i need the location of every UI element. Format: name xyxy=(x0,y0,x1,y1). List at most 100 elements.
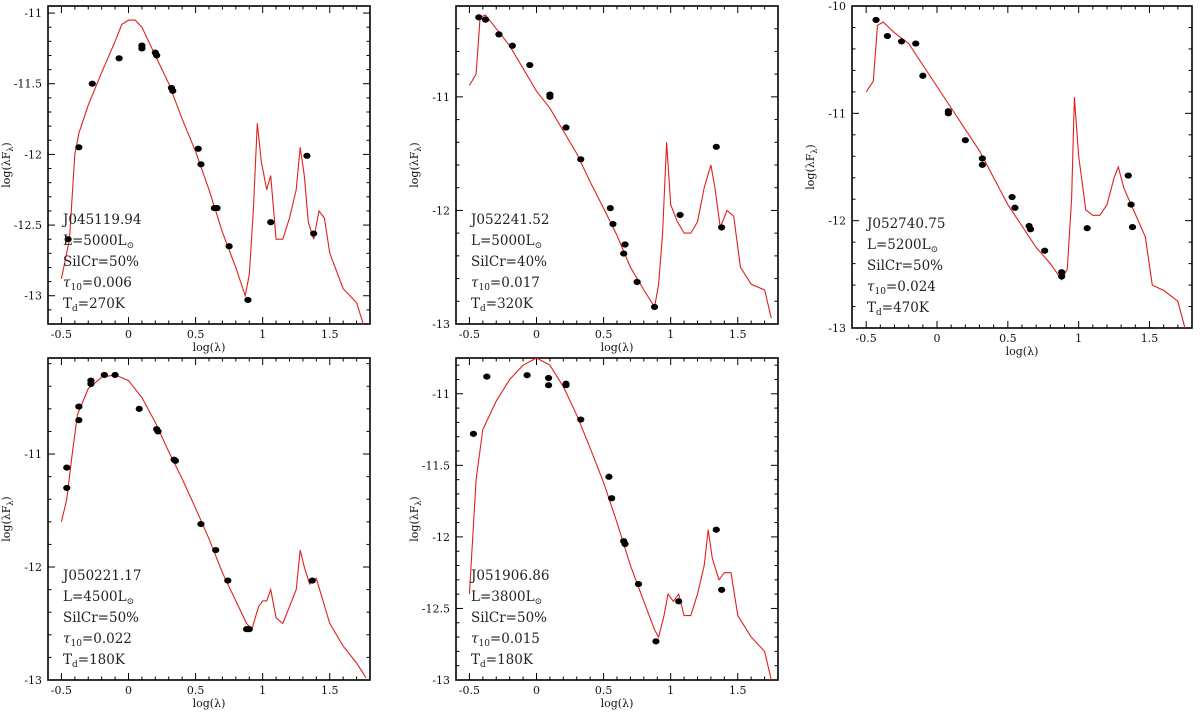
photometry-point xyxy=(1127,201,1135,208)
y-axis-label: log(λFλ) xyxy=(804,144,819,189)
photometry-point xyxy=(544,382,553,389)
luminosity-label: L=5000L⊙ xyxy=(471,233,542,251)
sed-panel-j045119-94: -0.5 0 0.5 1 1.5 -13 -12.5 -12 -11.5 -11 log(λ) log… xyxy=(0,5,371,354)
optical-depth-label: τ10=0.017 xyxy=(471,275,540,293)
x-tick-label: 1.5 xyxy=(729,328,747,341)
x-tick-label: -0.5 xyxy=(459,684,480,697)
photometry-point xyxy=(978,155,986,162)
y-tick-label: -11 xyxy=(432,91,450,104)
silicate-fraction-label: SilCr=40% xyxy=(471,254,547,270)
photometry-point xyxy=(1026,226,1035,233)
photometry-point xyxy=(634,581,643,588)
photometry-point xyxy=(523,372,531,379)
dust-temperature-label: Td=270K xyxy=(63,296,126,314)
photometry-point xyxy=(308,577,316,584)
photometry-point xyxy=(244,296,252,304)
photometry-point xyxy=(621,540,629,548)
x-tick-label: -0.5 xyxy=(51,328,72,341)
y-tick-label: -12 xyxy=(432,531,450,544)
y-tick-label: -13 xyxy=(24,290,42,303)
photometry-point xyxy=(64,236,72,243)
source-id-label: J045119.94 xyxy=(61,212,141,228)
photometry-point xyxy=(475,14,483,21)
x-tick-label: 0.5 xyxy=(999,332,1017,345)
photometry-point xyxy=(169,87,177,94)
x-tick-label: 0 xyxy=(125,684,132,697)
photometry-point xyxy=(1011,204,1019,211)
photometry-point xyxy=(75,403,83,410)
photometry-point xyxy=(912,40,920,47)
sed-panel-j051906-86: -0.5 0 0.5 1 1.5 -13 -12.5 -12 -11.5 -11 log(λ) log… xyxy=(408,357,779,710)
dust-temperature-label: Td=180K xyxy=(471,652,534,670)
sed-panel-j052241-52: -0.5 0 0.5 1 1.5 -13 -12 -11 log(λ) log(λFλ) J0522… xyxy=(408,5,779,354)
x-tick-label: 1.5 xyxy=(321,328,339,341)
photometry-point xyxy=(609,220,617,228)
silicate-fraction-label: SilCr=50% xyxy=(63,610,139,626)
photometry-point xyxy=(676,211,684,219)
photometry-point xyxy=(469,430,478,437)
luminosity-label: L=5000L⊙ xyxy=(63,233,134,251)
x-tick-label: -0.5 xyxy=(51,684,72,697)
photometry-point xyxy=(197,520,205,528)
photometry-point xyxy=(650,303,659,311)
photometry-point xyxy=(483,373,491,380)
photometry-point xyxy=(63,484,71,492)
photometry-point xyxy=(75,144,83,151)
silicate-fraction-label: SilCr=50% xyxy=(867,258,943,274)
photometry-point xyxy=(303,152,311,159)
photometry-point xyxy=(153,52,161,59)
photometry-point xyxy=(652,638,660,645)
x-tick-label: 0.5 xyxy=(187,328,205,341)
photometry-point xyxy=(897,38,906,45)
photometry-point xyxy=(115,55,123,62)
optical-depth-label: τ10=0.015 xyxy=(471,631,540,649)
photometry-point xyxy=(872,16,880,24)
photometry-point xyxy=(212,546,220,554)
model-sed-curve xyxy=(468,358,772,680)
photometry-point xyxy=(712,143,720,150)
y-tick-label: -11 xyxy=(24,448,42,461)
y-tick-label: -11 xyxy=(828,107,846,120)
y-tick-label: -11.5 xyxy=(422,459,450,472)
photometry-point xyxy=(718,586,726,593)
y-tick-label: -13 xyxy=(828,322,846,335)
x-axis-label: log(λ) xyxy=(193,341,226,354)
photometry-point xyxy=(944,110,952,117)
photometry-point xyxy=(526,61,534,69)
optical-depth-label: τ10=0.022 xyxy=(63,631,132,649)
x-tick-label: 1.5 xyxy=(1141,332,1159,345)
photometry-point xyxy=(1128,224,1137,231)
x-tick-label: 1 xyxy=(259,684,266,697)
dust-temperature-label: Td=320K xyxy=(471,296,534,314)
y-tick-label: -11.5 xyxy=(14,78,42,91)
photometry-point xyxy=(562,124,570,131)
x-axis-label: log(λ) xyxy=(193,697,226,710)
photometry-point xyxy=(1124,172,1132,179)
y-tick-label: -13 xyxy=(24,674,42,687)
photometry-point xyxy=(87,380,95,388)
silicate-fraction-label: SilCr=50% xyxy=(63,254,139,270)
x-tick-label: 0 xyxy=(125,328,132,341)
photometry-point xyxy=(495,31,503,38)
y-axis-label: log(λFλ) xyxy=(408,496,423,541)
x-tick-label: 1 xyxy=(667,684,674,697)
sed-panel-j050221-17: -0.5 0 0.5 1 1.5 -13 -12 -11 log(λ) log(λFλ) J0502… xyxy=(0,357,371,710)
source-id-label: J052740.75 xyxy=(865,216,945,232)
x-tick-label: 0 xyxy=(934,332,941,345)
x-tick-label: 0.5 xyxy=(187,684,205,697)
luminosity-label: L=3800L⊙ xyxy=(471,589,542,607)
source-id-label: J051906.86 xyxy=(469,568,549,584)
photometry-point xyxy=(194,145,202,152)
photometry-point xyxy=(562,382,570,389)
photometry-point xyxy=(135,405,143,412)
photometry-point xyxy=(919,72,927,79)
photometry-point xyxy=(633,278,641,286)
photometry-point xyxy=(508,42,516,49)
x-tick-label: 1.5 xyxy=(321,684,339,697)
photometry-point xyxy=(481,16,490,23)
x-tick-label: 1 xyxy=(1075,332,1082,345)
x-axis-label: log(λ) xyxy=(1006,345,1039,358)
x-tick-label: 1 xyxy=(667,328,674,341)
y-axis-label: log(λFλ) xyxy=(0,496,15,541)
